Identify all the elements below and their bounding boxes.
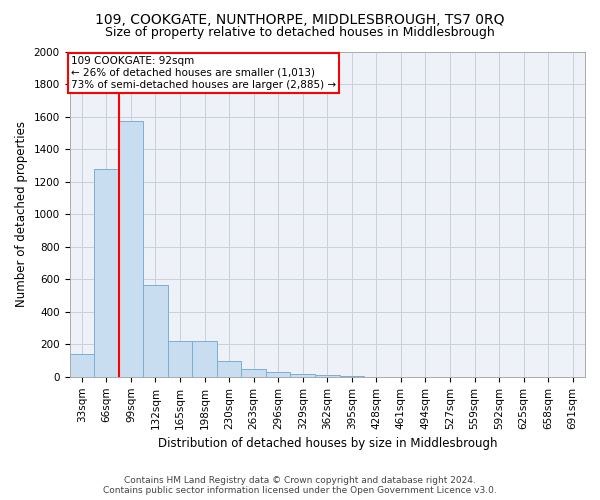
Bar [340,376,364,377]
Bar [315,375,340,377]
Bar [143,285,168,377]
Text: 109 COOKGATE: 92sqm
← 26% of detached houses are smaller (1,013)
73% of semi-det: 109 COOKGATE: 92sqm ← 26% of detached ho… [71,56,336,90]
Y-axis label: Number of detached properties: Number of detached properties [15,121,28,307]
Bar [94,170,119,377]
X-axis label: Distribution of detached houses by size in Middlesbrough: Distribution of detached houses by size … [158,437,497,450]
Text: Size of property relative to detached houses in Middlesbrough: Size of property relative to detached ho… [105,26,495,39]
Bar [241,368,266,377]
Text: Contains HM Land Registry data © Crown copyright and database right 2024.
Contai: Contains HM Land Registry data © Crown c… [103,476,497,495]
Bar [217,362,241,377]
Bar [266,372,290,377]
Bar [168,341,192,377]
Text: 109, COOKGATE, NUNTHORPE, MIDDLESBROUGH, TS7 0RQ: 109, COOKGATE, NUNTHORPE, MIDDLESBROUGH,… [95,12,505,26]
Bar [290,374,315,377]
Bar [119,122,143,377]
Bar [192,341,217,377]
Bar [70,354,94,377]
